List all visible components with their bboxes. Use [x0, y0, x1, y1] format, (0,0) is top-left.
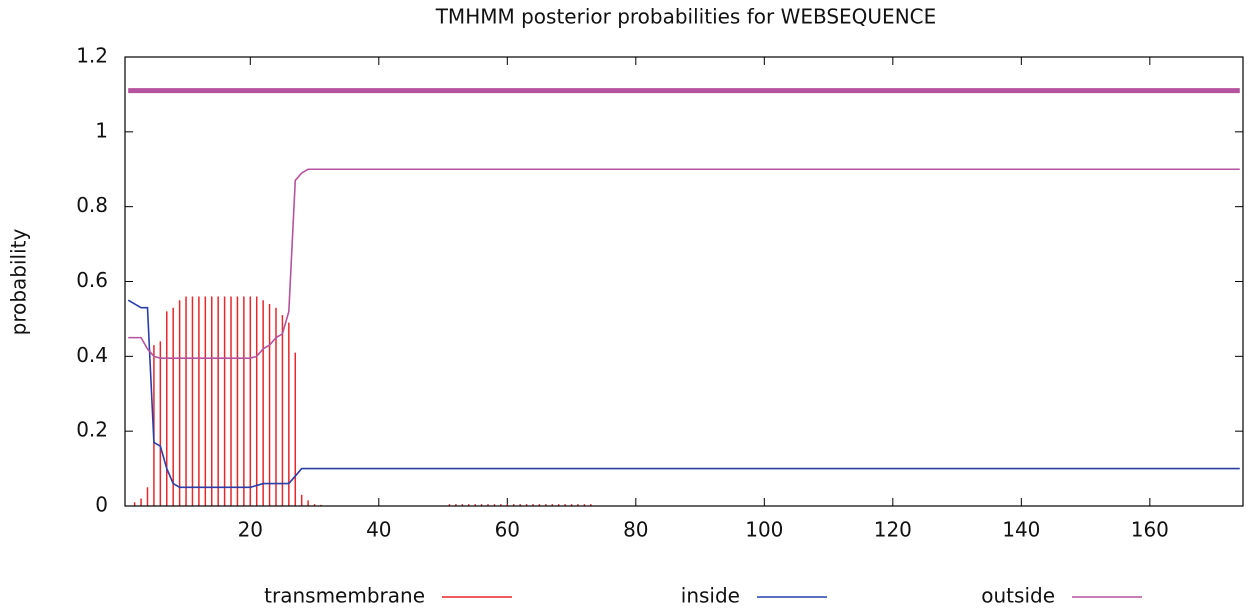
x-tick-label: 140	[1002, 518, 1040, 542]
x-tick-label: 20	[238, 518, 263, 542]
x-tick-label: 120	[874, 518, 912, 542]
y-tick-label: 0.4	[76, 343, 108, 367]
legend-label: outside	[981, 584, 1055, 608]
series-line	[128, 168, 1240, 360]
x-tick-label: 100	[745, 518, 783, 542]
y-tick-label: 0	[95, 493, 108, 517]
x-tick-label: 40	[366, 518, 391, 542]
y-axis-label: probability	[7, 228, 31, 335]
chart-title: TMHMM posterior probabilities for WEBSEQ…	[435, 5, 937, 29]
y-tick-label: 1	[95, 118, 108, 142]
series-line	[127, 299, 1240, 489]
plot-frame	[124, 56, 1244, 507]
y-tick-label: 0.8	[76, 193, 108, 217]
y-tick-label: 0.2	[76, 418, 108, 442]
x-tick-label: 80	[623, 518, 648, 542]
legend-label: inside	[681, 584, 740, 608]
x-tick-label: 60	[495, 518, 520, 542]
y-tick-label: 0.6	[76, 268, 108, 292]
x-tick-label: 160	[1131, 518, 1169, 542]
y-tick-label: 1.2	[76, 44, 108, 68]
legend-label: transmembrane	[264, 584, 425, 608]
